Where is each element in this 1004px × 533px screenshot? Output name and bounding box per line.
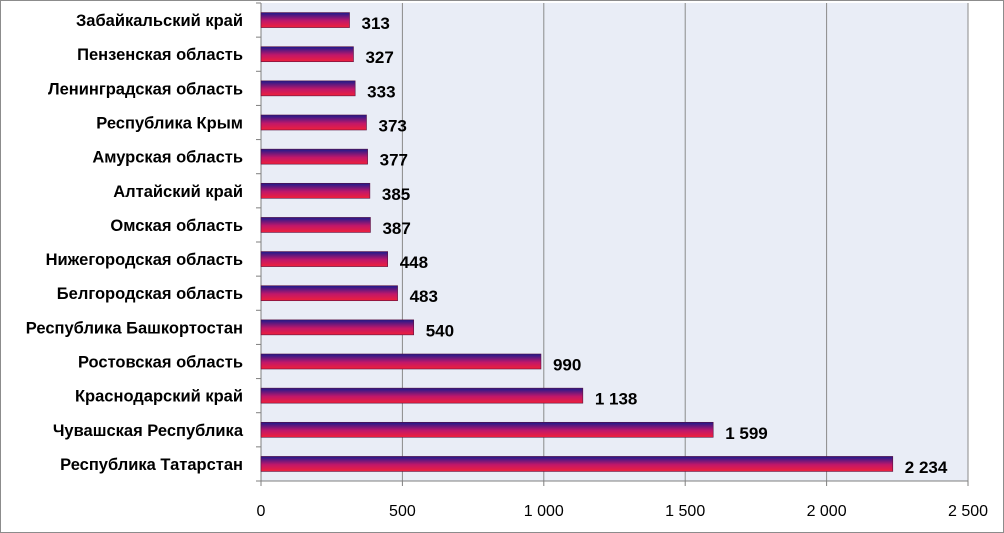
category-label: Пензенская область bbox=[77, 46, 243, 64]
value-label: 333 bbox=[367, 82, 395, 101]
value-label: 1 138 bbox=[595, 390, 638, 409]
value-label: 2 234 bbox=[905, 458, 948, 477]
value-label: 448 bbox=[400, 253, 428, 272]
value-label: 387 bbox=[382, 219, 410, 238]
bar bbox=[260, 12, 350, 28]
bar bbox=[260, 182, 371, 199]
bar bbox=[260, 217, 371, 233]
category-label: Алтайский край bbox=[113, 183, 243, 201]
category-label: Забайкальский край bbox=[76, 12, 243, 30]
category-label: Амурская область bbox=[92, 149, 243, 167]
value-label: 327 bbox=[365, 48, 393, 67]
x-tick-label: 2 000 bbox=[807, 503, 847, 520]
value-label: 1 599 bbox=[725, 424, 768, 443]
bar bbox=[260, 285, 398, 302]
bars bbox=[260, 12, 894, 472]
value-label: 377 bbox=[380, 151, 408, 170]
value-label: 540 bbox=[426, 321, 454, 340]
x-tick-label: 500 bbox=[389, 503, 416, 520]
category-labels: Забайкальский край Пензенская область Лени… bbox=[26, 12, 244, 474]
bar bbox=[260, 456, 894, 472]
value-label: 313 bbox=[362, 14, 390, 33]
bar bbox=[260, 387, 584, 404]
x-tick-label: 1 500 bbox=[665, 503, 705, 520]
value-label: 373 bbox=[378, 117, 406, 136]
bar bbox=[260, 148, 368, 165]
category-label: Нижегородская область bbox=[46, 251, 243, 269]
bar bbox=[260, 353, 542, 370]
value-label: 483 bbox=[410, 287, 438, 306]
category-label: Ленинградская область bbox=[48, 80, 243, 98]
x-tick-label: 2 500 bbox=[948, 503, 988, 520]
category-label: Белгородская область bbox=[57, 285, 243, 303]
category-label: Омская область bbox=[110, 217, 243, 235]
x-tick-label: 1 000 bbox=[524, 503, 564, 520]
x-axis-tick-labels: 0 500 1 000 1 500 2 000 2 500 bbox=[257, 503, 989, 520]
category-label: Республика Башкортостан bbox=[26, 319, 243, 337]
bar bbox=[260, 46, 354, 63]
category-label: Республика Крым bbox=[96, 115, 243, 133]
bar bbox=[260, 421, 714, 438]
category-label: Ростовская область bbox=[78, 354, 243, 372]
x-tick-label: 0 bbox=[257, 503, 266, 520]
bar bbox=[260, 251, 388, 267]
value-labels: 313 327 333 373 377 385 387 448 483 540 990 1 138 1 … bbox=[362, 14, 948, 477]
value-label: 385 bbox=[382, 185, 410, 204]
plot-area bbox=[261, 3, 968, 481]
value-label: 990 bbox=[553, 356, 581, 375]
bar bbox=[260, 80, 356, 97]
bar bbox=[260, 319, 415, 336]
category-label: Краснодарский край bbox=[75, 388, 243, 406]
bar bbox=[260, 114, 367, 131]
category-label: Чувашская Республика bbox=[53, 422, 244, 440]
category-label: Республика Татарстан bbox=[60, 456, 243, 474]
